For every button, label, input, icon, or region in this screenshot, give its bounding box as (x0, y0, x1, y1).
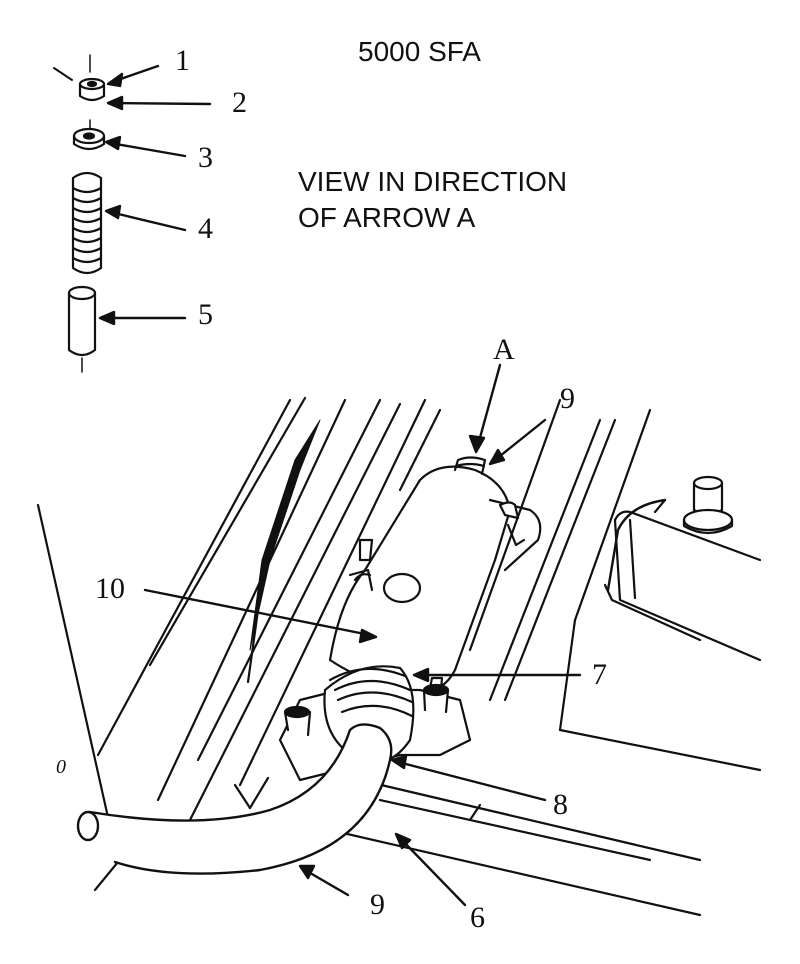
callout-4: 4 (198, 212, 213, 245)
leader-arrows-main (143, 363, 582, 907)
callout-6: 6 (470, 901, 485, 934)
callout-10: 10 (95, 572, 125, 605)
part-4-spring (71, 171, 103, 275)
callout-2: 2 (232, 86, 247, 119)
part-3-washer (72, 127, 106, 151)
title-5000-sfa: 5000 SFA (358, 36, 481, 67)
exploded-parts (53, 54, 106, 373)
callout-1: 1 (175, 44, 190, 77)
callout-3: 3 (198, 141, 213, 174)
callout-0: 0 (56, 756, 66, 778)
callout-9-bottom: 9 (370, 888, 385, 921)
view-note-line2: OF ARROW A (298, 202, 476, 233)
hose (76, 723, 393, 875)
part-5-sleeve (67, 285, 97, 357)
callout-9-top: 9 (560, 382, 575, 415)
part-1-nut (78, 77, 106, 102)
callout-5: 5 (198, 298, 213, 331)
stud-top-right (682, 475, 734, 535)
view-note-line1: VIEW IN DIRECTION (298, 166, 568, 197)
leader-arrows-top (98, 64, 212, 326)
arrow-a-label: A (493, 333, 515, 366)
cylinder-body (328, 456, 542, 694)
callout-7: 7 (592, 658, 607, 691)
callout-8: 8 (553, 788, 568, 821)
floor-structure (36, 396, 762, 917)
